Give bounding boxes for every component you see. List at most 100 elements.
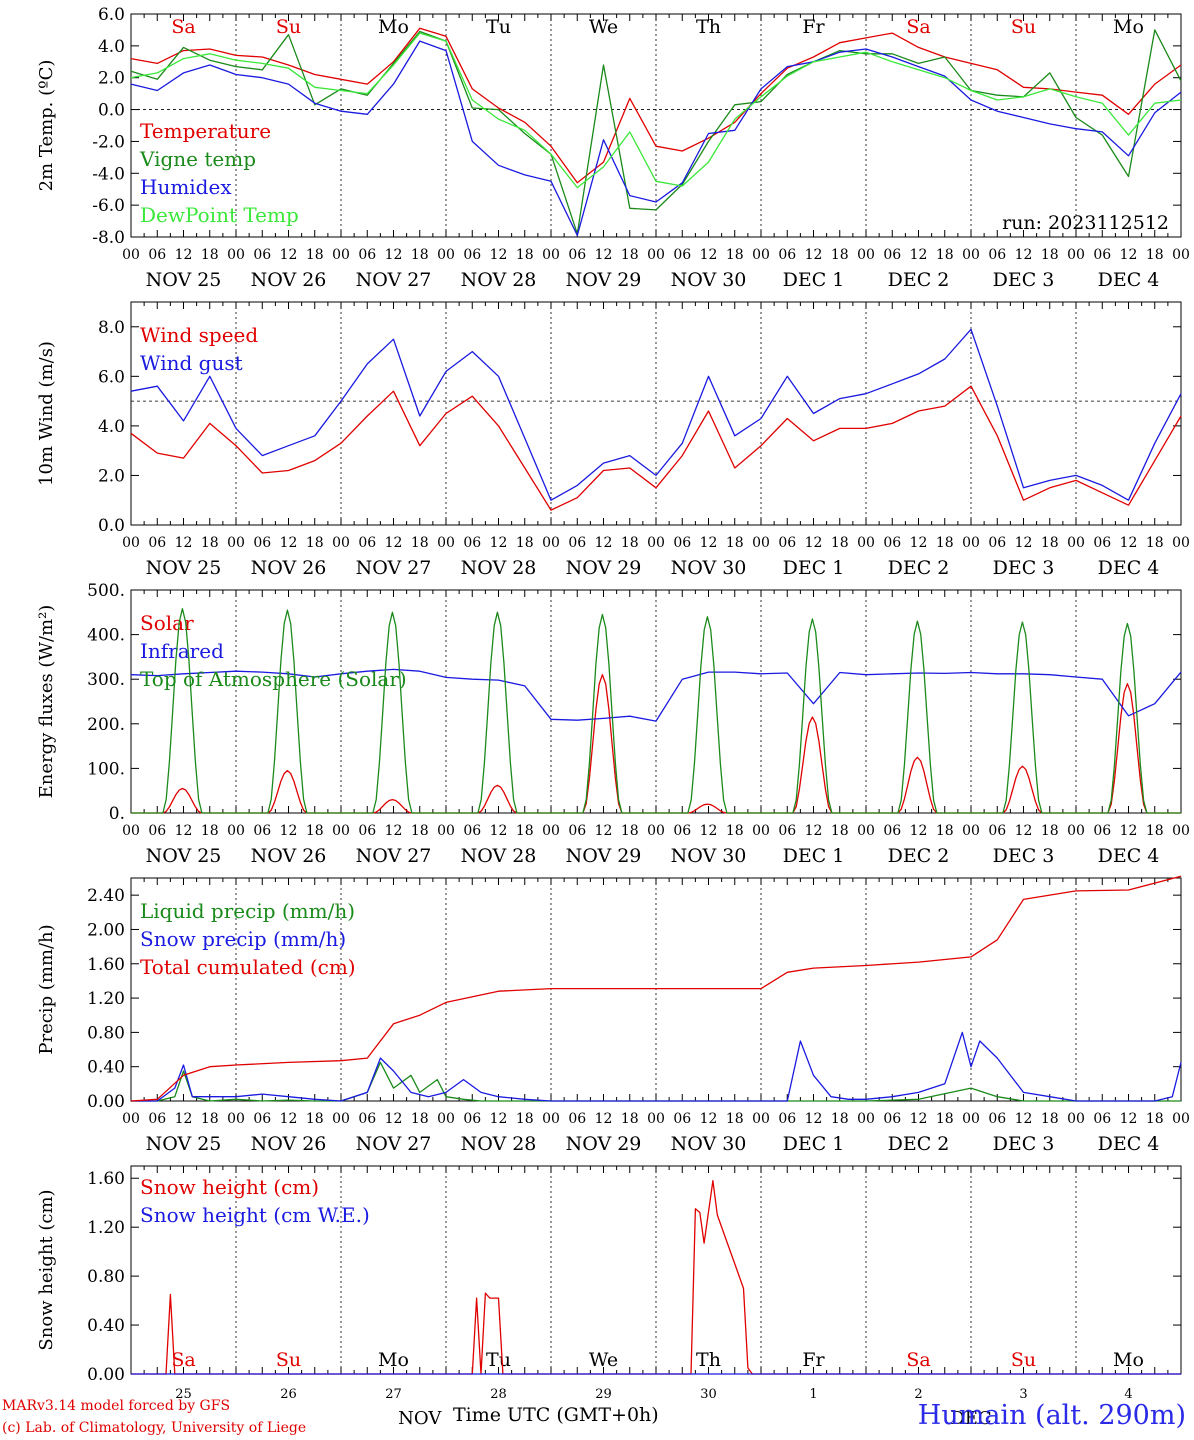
hour-tick-label: 00: [437, 1111, 455, 1127]
hour-tick-label: 00: [437, 247, 455, 263]
date-label: NOV 26: [251, 557, 327, 579]
hour-tick-label: 12: [1015, 535, 1033, 551]
hour-tick-label: 12: [1120, 247, 1138, 263]
series-line-snow-precip-mm-h: [131, 1031, 1182, 1102]
date-label: DEC 1: [783, 269, 845, 291]
hour-tick-label: 18: [936, 535, 954, 551]
date-label: DEC 4: [1098, 845, 1160, 867]
day-number-label: 4: [1124, 1387, 1132, 1402]
hour-tick-label: 18: [936, 1111, 954, 1127]
month-label: DEC: [950, 1408, 991, 1429]
hour-tick-label: 18: [831, 1111, 849, 1127]
series-line-humidex: [130, 40, 1182, 237]
legend-entry: Temperature: [140, 119, 271, 143]
hour-tick-label: 00: [227, 247, 245, 263]
date-label: NOV 27: [356, 269, 432, 291]
series-line-wind-gust: [130, 328, 1182, 501]
hour-tick-label: 00: [122, 535, 140, 551]
weekday-label: Th: [696, 1349, 721, 1371]
series-line-liquid-precip-mm-h: [131, 1061, 1181, 1102]
legend-entry: Solar: [140, 611, 194, 635]
date-label: NOV 27: [356, 1133, 432, 1155]
hour-tick-label: 06: [568, 1111, 586, 1127]
hour-tick-label: 18: [1146, 247, 1164, 263]
hour-tick-label: 12: [385, 823, 403, 839]
hour-tick-label: 12: [280, 535, 298, 551]
hour-tick-label: 00: [1172, 535, 1190, 551]
day-number-label: 28: [490, 1387, 507, 1402]
hour-tick-label: 00: [647, 247, 665, 263]
hour-tick-label: 06: [148, 1111, 166, 1127]
hour-tick-label: 06: [358, 247, 376, 263]
hour-tick-label: 06: [253, 247, 271, 263]
hour-tick-label: 00: [332, 247, 350, 263]
day-number-label: 3: [1019, 1387, 1027, 1402]
hour-tick-label: 00: [962, 1111, 980, 1127]
hour-tick-label: 18: [936, 823, 954, 839]
y-tick-label: 0.: [109, 804, 125, 824]
series-line-temperature: [130, 27, 1182, 184]
hour-tick-label: 12: [490, 823, 508, 839]
hour-tick-label: 06: [1093, 1111, 1111, 1127]
hour-tick-label: 12: [490, 535, 508, 551]
date-label: NOV 25: [146, 1133, 222, 1155]
lab-credit: (c) Lab. of Climatology, University of L…: [2, 1420, 307, 1436]
y-axis-title: 2m Temp. (ºC): [36, 60, 57, 192]
x-axis-title: Time UTC (GMT+0h): [453, 1404, 659, 1426]
hour-tick-label: 18: [726, 535, 744, 551]
hour-tick-label: 06: [673, 1111, 691, 1127]
y-tick-label: 4.0: [98, 37, 125, 57]
hour-tick-label: 18: [1146, 823, 1164, 839]
hour-tick-label: 06: [463, 535, 481, 551]
hour-tick-label: 18: [411, 535, 429, 551]
hour-tick-label: 06: [568, 823, 586, 839]
date-label: NOV 30: [671, 845, 747, 867]
hour-tick-label: 06: [988, 247, 1006, 263]
hour-tick-label: 06: [778, 247, 796, 263]
hour-tick-label: 06: [883, 823, 901, 839]
date-label: NOV 28: [461, 269, 537, 291]
date-label: NOV 27: [356, 845, 432, 867]
date-label: NOV 29: [566, 845, 642, 867]
hour-tick-label: 06: [1093, 535, 1111, 551]
legend-entry: Liquid precip (mm/h): [140, 899, 355, 923]
hour-tick-label: 18: [306, 1111, 324, 1127]
date-label: DEC 1: [783, 1133, 845, 1155]
hour-tick-label: 18: [516, 247, 534, 263]
date-label: DEC 2: [888, 557, 950, 579]
hour-tick-label: 18: [726, 247, 744, 263]
hour-tick-label: 12: [805, 823, 823, 839]
hour-tick-label: 06: [988, 535, 1006, 551]
hour-tick-label: 12: [175, 823, 193, 839]
date-label: NOV 25: [146, 269, 222, 291]
hour-tick-label: 00: [857, 823, 875, 839]
date-label: NOV 27: [356, 557, 432, 579]
hour-tick-label: 12: [1120, 1111, 1138, 1127]
hour-tick-label: 00: [542, 1111, 560, 1127]
y-tick-label: 0.0: [98, 516, 125, 536]
y-axis-title: Precip (mm/h): [36, 924, 57, 1054]
hour-tick-label: 12: [1015, 247, 1033, 263]
y-axis-title: Energy fluxes (W/m²): [36, 605, 57, 799]
weekday-label: Sa: [171, 16, 195, 38]
date-label: DEC 4: [1098, 557, 1160, 579]
hour-tick-label: 06: [253, 535, 271, 551]
hour-tick-label: 18: [726, 823, 744, 839]
legend-entry: Top of Atmosphere (Solar): [140, 667, 407, 691]
day-number-label: 29: [595, 1387, 612, 1402]
date-label: DEC 4: [1098, 1133, 1160, 1155]
date-label: DEC 4: [1098, 269, 1160, 291]
y-tick-label: 2.0: [98, 466, 125, 486]
hour-tick-label: 00: [857, 247, 875, 263]
day-number-label: 30: [700, 1387, 717, 1402]
hour-tick-label: 12: [280, 823, 298, 839]
hour-tick-label: 18: [306, 535, 324, 551]
weekday-label: Mo: [378, 16, 409, 38]
y-tick-label: 0.40: [87, 1316, 125, 1336]
hour-tick-label: 06: [253, 823, 271, 839]
y-tick-label: 4.0: [98, 417, 125, 437]
hour-tick-label: 00: [332, 1111, 350, 1127]
y-tick-label: 1.20: [87, 989, 125, 1009]
hour-tick-label: 06: [778, 535, 796, 551]
hour-tick-label: 18: [411, 247, 429, 263]
